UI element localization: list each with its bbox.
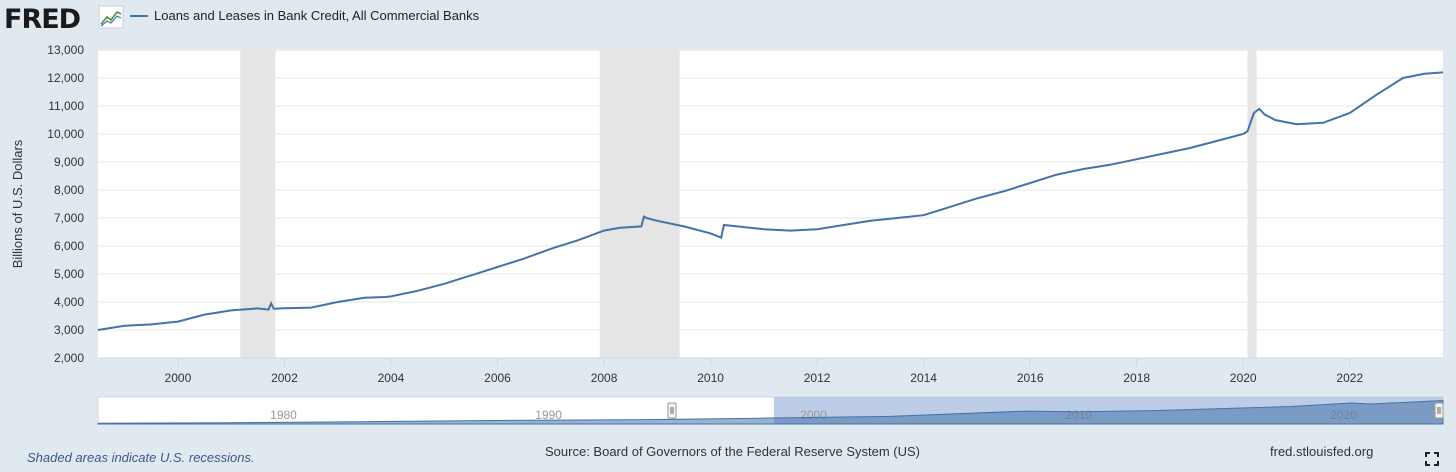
chart-svg: Billions of U.S. Dollars 2,000 3,000 4,000… (10, 43, 1444, 425)
range-navigator[interactable]: 19801990200020102020 (97, 396, 1444, 425)
y-tick-label: 8,000 (54, 183, 84, 197)
x-tick-label: 2002 (271, 371, 298, 385)
legend-swatch (130, 14, 148, 17)
fred-logo: FRED (4, 4, 124, 32)
x-tick-label: 2022 (1336, 371, 1363, 385)
y-tick-label: 12,000 (47, 71, 84, 85)
y-tick-label: 11,000 (48, 99, 84, 113)
y-axis-ticks: 2,000 3,000 4,000 5,000 6,000 7,000 8,000 9,000… (47, 43, 84, 365)
y-tick-label: 3,000 (54, 323, 84, 337)
y-tick-label: 5,000 (54, 267, 84, 281)
x-tick-label: 2006 (484, 371, 511, 385)
y-tick-label: 9,000 (54, 155, 84, 169)
x-axis-ticks: 2000 2002 2004 2006 2008 2010 2012 2014 2016 2018… (98, 357, 1443, 385)
y-tick-label: 10,000 (47, 127, 84, 141)
y-tick-label: 13,000 (47, 43, 84, 57)
chart-legend: Loans and Leases in Bank Credit, All Com… (130, 8, 479, 23)
recession-band (599, 50, 680, 358)
source-text: Source: Board of Governors of the Federa… (545, 444, 920, 459)
series-line (97, 71, 1444, 331)
x-tick-label: 2014 (910, 371, 937, 385)
x-tick-label: 2008 (591, 371, 618, 385)
navigator-handle-left[interactable] (667, 402, 677, 419)
plot-area (98, 50, 1443, 358)
y-tick-label: 2,000 (54, 351, 84, 365)
navigator-series-area (97, 399, 1444, 425)
recession-band (1247, 50, 1257, 358)
legend-label: Loans and Leases in Bank Credit, All Com… (154, 8, 480, 23)
x-tick-label: 2016 (1017, 371, 1044, 385)
source-url[interactable]: fred.stlouisfed.org (1270, 444, 1374, 459)
y-tick-label: 6,000 (54, 239, 84, 253)
recession-note: Shaded areas indicate U.S. recessions. (27, 450, 255, 465)
y-tick-label: 4,000 (54, 295, 84, 309)
x-tick-label: 2004 (378, 371, 405, 385)
chart-line-icon (98, 5, 124, 29)
fred-logo-text: FRED (4, 4, 80, 32)
x-tick-label: 2012 (804, 371, 831, 385)
navigator-handle-right[interactable] (1434, 402, 1444, 419)
x-tick-label: 2018 (1123, 371, 1150, 385)
x-tick-label: 2020 (1230, 371, 1257, 385)
recession-band (240, 50, 276, 358)
navigator-tick-label: 1980 (270, 408, 297, 422)
x-tick-label: 2010 (697, 371, 724, 385)
y-tick-label: 7,000 (54, 211, 84, 225)
fullscreen-icon[interactable] (1425, 452, 1439, 466)
y-axis-label: Billions of U.S. Dollars (10, 139, 25, 268)
x-tick-label: 2000 (165, 371, 192, 385)
navigator-tick-label: 1990 (535, 408, 562, 422)
